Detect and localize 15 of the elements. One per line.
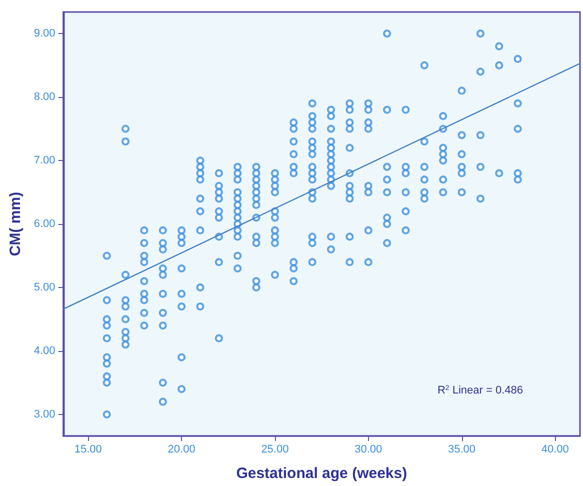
- x-tick-label: 15.00: [74, 444, 102, 456]
- x-tick-label: 20.00: [168, 444, 196, 456]
- y-axis-title: CM( mm): [7, 192, 24, 256]
- x-axis-title: Gestational age (weeks): [236, 465, 408, 482]
- x-tick-label: 30.00: [354, 444, 382, 456]
- y-tick-label: 5.00: [34, 281, 56, 294]
- x-tick-label: 40.00: [541, 444, 569, 456]
- x-tick-label: 35.00: [448, 444, 476, 456]
- y-tick-label: 6.00: [34, 218, 56, 230]
- y-tick-label: 7.00: [34, 154, 56, 167]
- y-tick-label: 8.00: [34, 91, 56, 104]
- x-tick-label: 25.00: [261, 444, 289, 456]
- y-tick-label: 9.00: [34, 28, 56, 40]
- y-tick-label: 3.00: [34, 408, 56, 420]
- y-tick-label: 4.00: [34, 344, 56, 357]
